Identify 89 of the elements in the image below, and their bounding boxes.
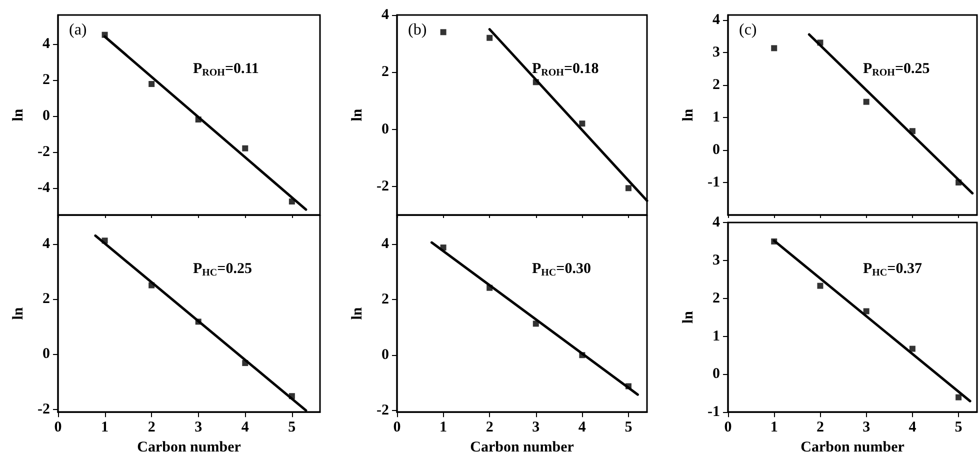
- x-tick-label: 3: [532, 420, 540, 436]
- x-tick-label: 4: [578, 420, 586, 436]
- point: [102, 32, 108, 38]
- y-tick-label: 1: [712, 109, 720, 126]
- x-axis-title: Carbon number: [137, 440, 242, 456]
- point: [288, 393, 295, 400]
- x-tick-label: 2: [148, 420, 156, 436]
- point: [486, 284, 493, 291]
- point: [956, 179, 962, 186]
- x-axis-title: Carbon number: [470, 440, 574, 456]
- point: [440, 29, 446, 36]
- y-tick-label: 4: [382, 236, 390, 252]
- point: [771, 45, 778, 52]
- y-tick-label: 0: [712, 366, 720, 382]
- point: [532, 79, 539, 86]
- y-tick-label: -2: [38, 401, 50, 418]
- x-tick-label: 5: [624, 420, 632, 436]
- x-tick-label: 4: [241, 420, 250, 436]
- y-tick-label: 2: [42, 72, 50, 88]
- point: [909, 346, 916, 352]
- chart-title: (c): [739, 22, 757, 38]
- y-tick-label: 4: [42, 236, 50, 252]
- point: [863, 98, 870, 105]
- x-tick-label: 1: [770, 420, 778, 436]
- y-axis-title: ln: [350, 306, 366, 320]
- chart-title: (b): [408, 22, 427, 38]
- y-tick-label: 0: [382, 347, 389, 364]
- point: [625, 185, 632, 192]
- point: [242, 145, 248, 152]
- y-tick-label: 4: [42, 36, 50, 52]
- y-tick-label: 3: [712, 252, 720, 268]
- x-tick-label: 0: [393, 420, 401, 436]
- y-tick-label: -2: [38, 144, 50, 160]
- x-tick-label: 3: [194, 420, 202, 436]
- y-tick-label: 0: [42, 108, 50, 124]
- y-tick-label: -4: [38, 180, 50, 196]
- point: [486, 34, 493, 41]
- point: [956, 394, 962, 400]
- y-tick-label: 1: [712, 328, 720, 344]
- y-tick-label: 2: [42, 291, 50, 308]
- y-tick-label: 4: [712, 12, 720, 28]
- y-tick-label: 2: [712, 76, 720, 93]
- x-tick-label: 2: [816, 420, 824, 436]
- point: [817, 282, 824, 289]
- point: [625, 383, 632, 390]
- point: [148, 282, 155, 288]
- y-tick-label: 0: [42, 346, 50, 362]
- point: [579, 352, 586, 358]
- point: [242, 360, 248, 366]
- y-tick-label: 3: [712, 44, 720, 60]
- y-tick-label: 0: [382, 121, 389, 138]
- y-axis-title: ln: [350, 108, 366, 122]
- x-tick-label: 3: [862, 420, 870, 436]
- point: [440, 244, 446, 251]
- y-axis-title: ln: [10, 108, 26, 122]
- y-tick-label: 2: [382, 64, 389, 80]
- y-axis-title: ln: [680, 310, 696, 324]
- point: [195, 116, 202, 123]
- x-tick-label: 0: [54, 420, 62, 436]
- point: [532, 320, 539, 327]
- y-tick-label: -2: [376, 178, 389, 194]
- y-tick-label: 2: [382, 292, 389, 308]
- y-axis-title: ln: [10, 306, 26, 320]
- x-tick-label: 4: [908, 420, 917, 436]
- x-tick-label: 1: [440, 420, 448, 436]
- x-tick-label: 0: [724, 420, 732, 436]
- y-tick-label: 4: [712, 214, 720, 230]
- point: [288, 198, 295, 204]
- point: [102, 238, 108, 244]
- point: [771, 238, 778, 244]
- point: [148, 81, 155, 88]
- point: [863, 308, 870, 314]
- point: [817, 40, 824, 46]
- y-tick-label: 4: [382, 7, 390, 23]
- x-tick-label: 5: [954, 420, 962, 436]
- x-tick-label: 2: [486, 420, 494, 436]
- chart-title: (a): [69, 22, 87, 38]
- point: [195, 318, 202, 325]
- x-tick-label: 5: [288, 420, 296, 436]
- point: [579, 120, 586, 127]
- y-tick-label: 0: [712, 142, 720, 158]
- y-tick-label: -1: [708, 174, 720, 190]
- y-tick-label: -1: [708, 404, 720, 420]
- x-tick-label: 1: [101, 420, 109, 436]
- y-tick-label: 2: [712, 290, 720, 306]
- y-axis-title: ln: [680, 108, 696, 122]
- y-tick-label: -2: [376, 402, 389, 419]
- point: [909, 128, 916, 134]
- x-axis-title: Carbon number: [800, 440, 905, 456]
